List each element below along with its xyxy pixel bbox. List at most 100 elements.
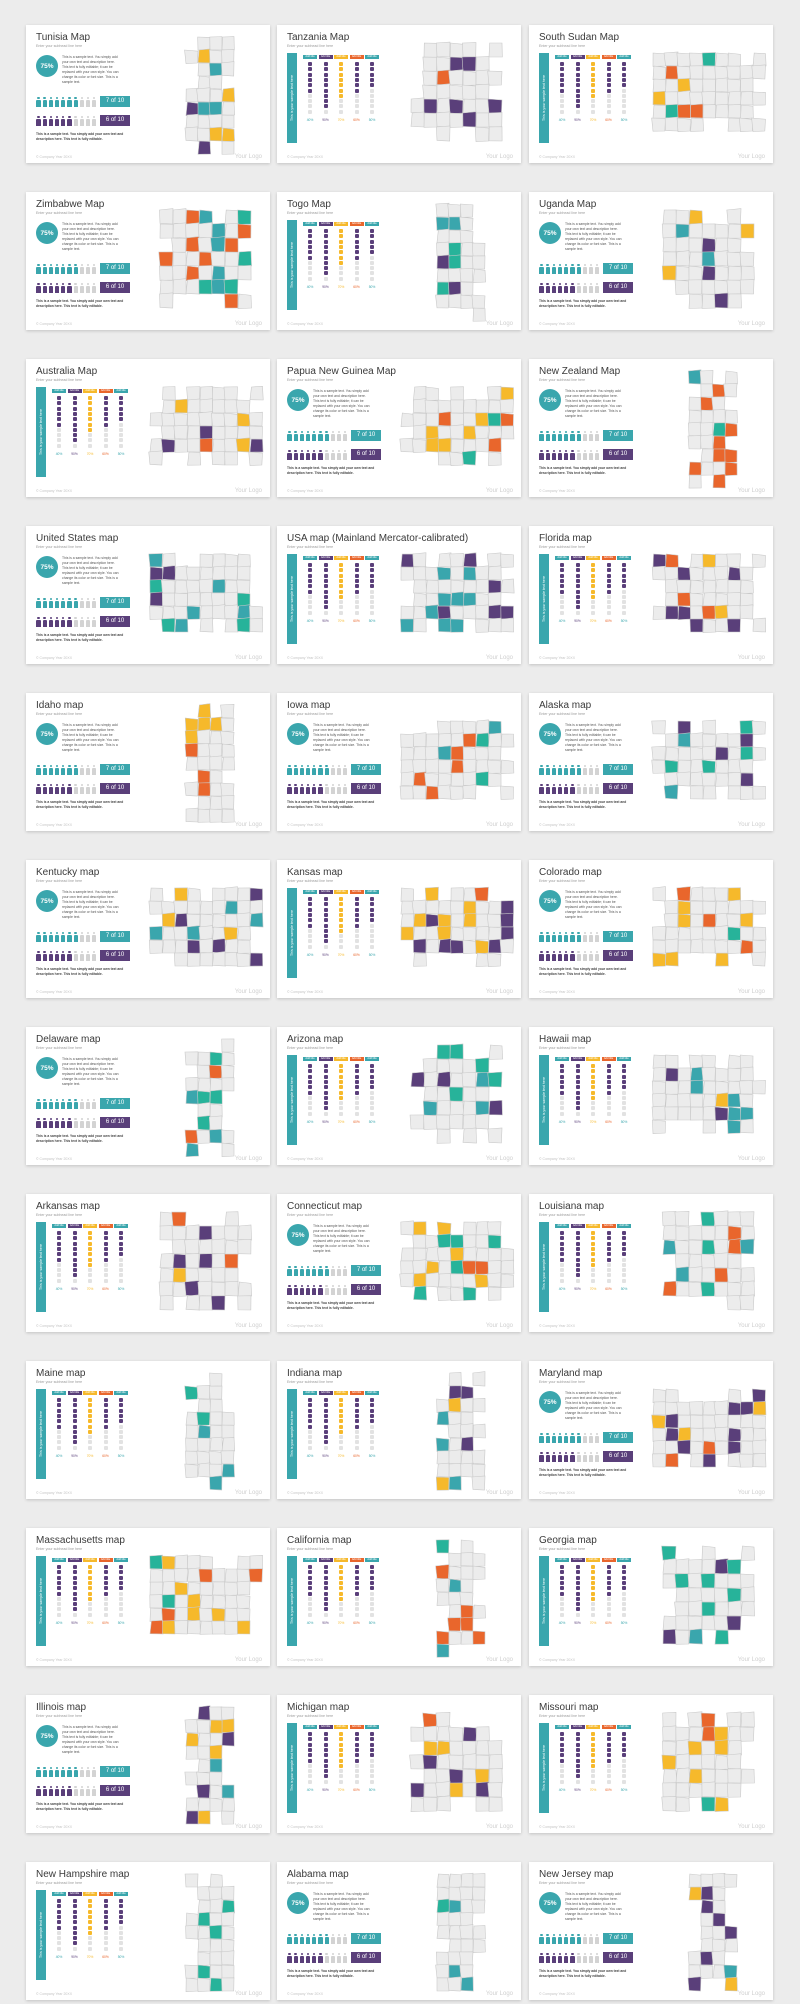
slide-card[interactable]: Arkansas map Enter your subhead line here… <box>26 1194 270 1332</box>
slide-card[interactable]: South Sudan Map Enter your subhead line h… <box>529 25 773 163</box>
person-icon <box>576 1433 581 1443</box>
slide-card[interactable]: Arizona map Enter your subhead line here T… <box>277 1027 521 1165</box>
slide-card[interactable]: Connecticut map Enter your subhead line h… <box>277 1194 521 1332</box>
slide-card[interactable]: New Hampshire map Enter your subhead line… <box>26 1862 270 2000</box>
slide-card[interactable]: Uganda Map Enter your subhead line here 75… <box>529 192 773 330</box>
slide-card[interactable]: Massachusetts map Enter your subhead line… <box>26 1528 270 1666</box>
map-region <box>740 939 754 955</box>
slide-card[interactable]: Illinois map Enter your subhead line here… <box>26 1695 270 1833</box>
column-dot <box>119 1941 123 1946</box>
person-icon <box>61 951 66 961</box>
person-body <box>318 1287 323 1295</box>
person-icon <box>67 1786 72 1796</box>
column-tag: Add title <box>555 1224 569 1228</box>
map-region <box>438 772 452 787</box>
stat-column: Add title 40% <box>303 890 317 980</box>
slide-card[interactable]: Louisiana map Enter your subhead line her… <box>529 1194 773 1332</box>
column-dot <box>323 234 328 239</box>
map-region <box>208 1064 223 1079</box>
person-head <box>558 1953 562 1956</box>
column-dot <box>72 1246 77 1251</box>
slide-card[interactable]: Hawaii map Enter your subhead line here Th… <box>529 1027 773 1165</box>
slide-card[interactable]: Michigan map Enter your subhead line here… <box>277 1695 521 1833</box>
slide-card[interactable]: Delaware map Enter your subhead line here… <box>26 1027 270 1165</box>
map-region <box>450 939 464 954</box>
person-head <box>300 784 304 787</box>
person-body <box>305 786 311 794</box>
slide-card[interactable]: Florida map Enter your subhead line here T… <box>529 526 773 664</box>
slide-card[interactable]: New Jersey map Enter your subhead line he… <box>529 1862 773 2000</box>
map-region <box>159 223 174 239</box>
column-dot <box>622 1262 626 1267</box>
people-row <box>539 283 601 293</box>
map-region <box>713 1210 729 1227</box>
column-tag: Add title <box>114 1558 128 1562</box>
person-body <box>79 953 84 961</box>
slide-card[interactable]: California map Enter your subhead line he… <box>277 1528 521 1666</box>
map-region <box>701 1615 716 1631</box>
ratio-badge-7: 7 of 10 <box>100 597 130 608</box>
map-region <box>690 938 704 954</box>
person-body <box>85 1101 91 1109</box>
column-dot <box>339 1445 343 1450</box>
people-row <box>36 1118 98 1128</box>
slide-card[interactable]: Maryland map Enter your subhead line here… <box>529 1361 773 1499</box>
map-region <box>199 553 213 568</box>
column-dot <box>323 610 328 615</box>
map-region <box>689 592 704 607</box>
column-dot <box>103 1612 108 1617</box>
slide-card[interactable]: Georgia map Enter your subhead line here T… <box>529 1528 773 1666</box>
column-dot <box>88 1435 92 1440</box>
slide-card[interactable]: Alaska map Enter your subhead line here 75… <box>529 693 773 831</box>
map-region <box>727 1211 742 1227</box>
person-body <box>48 1769 53 1777</box>
person-head <box>68 784 71 787</box>
map-region <box>184 1873 199 1888</box>
slide-card[interactable]: Australia Map Enter your subhead line her… <box>26 359 270 497</box>
slide-card[interactable]: Papua New Guinea Map Enter your subhead l… <box>277 359 521 497</box>
slide-card[interactable]: Iowa map Enter your subhead line here 75% T… <box>277 693 521 831</box>
map-region <box>714 939 729 954</box>
map-svg <box>400 886 514 968</box>
column-dot <box>354 1758 359 1763</box>
person-icon <box>54 264 60 274</box>
person-icon <box>54 932 60 942</box>
slide-card[interactable]: Kansas map Enter your subhead line here Th… <box>277 860 521 998</box>
person-icon <box>588 431 594 441</box>
slide-card[interactable]: Tanzania Map Enter your subhead line here… <box>277 25 521 163</box>
column-dot <box>560 1575 564 1580</box>
person-body <box>79 786 84 794</box>
slide-card[interactable]: Zimbabwe Map Enter your subhead line here… <box>26 192 270 330</box>
column-dot <box>323 1580 328 1585</box>
column-tag: Add title <box>617 1558 631 1562</box>
slide-subtitle: Enter your subhead line here <box>36 211 83 215</box>
person-head <box>583 1934 587 1937</box>
slide-card[interactable]: USA map (Mainland Mercator-calibrated) En… <box>277 526 521 664</box>
map-region <box>675 1726 690 1742</box>
person-body <box>305 452 311 460</box>
map-region <box>422 1725 438 1742</box>
person-icon <box>582 765 587 775</box>
column-dot <box>575 1763 580 1768</box>
map-region <box>197 795 211 810</box>
person-body <box>92 266 97 274</box>
slide-card[interactable]: Colorado map Enter your subhead line here… <box>529 860 773 998</box>
map-region <box>224 1594 239 1609</box>
slide-card[interactable]: United States map Enter your subhead line… <box>26 526 270 664</box>
slide-card[interactable]: Idaho map Enter your subhead line here 75%… <box>26 693 270 831</box>
slide-card[interactable]: Missouri map Enter your subhead line here… <box>529 1695 773 1833</box>
slide-card[interactable]: Tunisia Map Enter your subhead line here 7… <box>26 25 270 163</box>
slide-card[interactable]: Kentucky map Enter your subhead line here… <box>26 860 270 998</box>
slide-card[interactable]: Alabama map Enter your subhead line here 7… <box>277 1862 521 2000</box>
slide-card[interactable]: Maine map Enter your subhead line here Thi… <box>26 1361 270 1499</box>
column-tag: Add title <box>83 1558 97 1562</box>
slide-card[interactable]: New Zealand Map Enter your subhead line h… <box>529 359 773 497</box>
map-region <box>715 772 730 787</box>
your-logo: Your Logo <box>737 321 765 327</box>
column-dot <box>308 88 312 93</box>
slide-card[interactable]: Indiana map Enter your subhead line here T… <box>277 1361 521 1499</box>
person-icon <box>539 951 544 961</box>
map-region <box>184 729 199 745</box>
slide-card[interactable]: Togo Map Enter your subhead line here This… <box>277 192 521 330</box>
person-body <box>299 1287 304 1295</box>
